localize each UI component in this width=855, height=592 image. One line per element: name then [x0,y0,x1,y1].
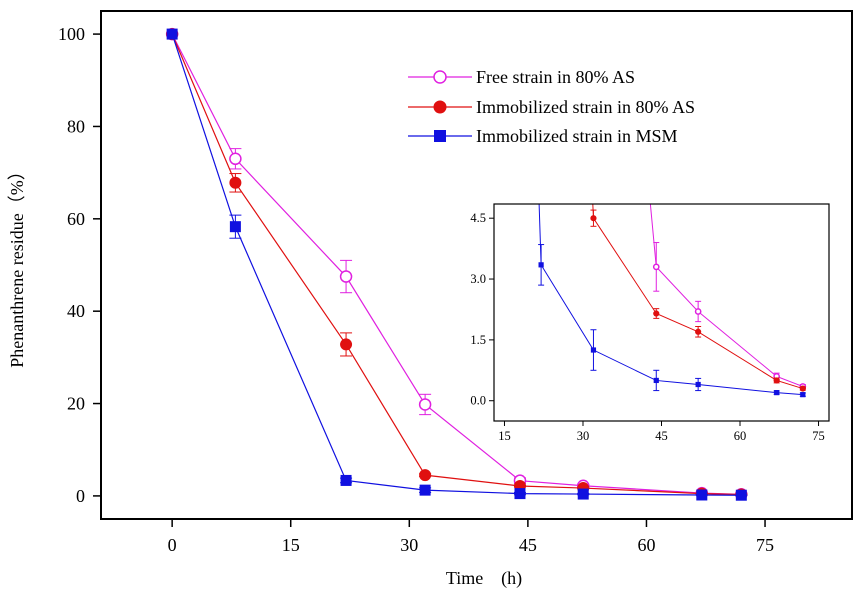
legend: Free strain in 80% AS Immobilized strain… [408,67,695,146]
data-point-square-2-2 [340,474,352,486]
legend-entry-immobilized-msm: Immobilized strain in MSM [408,126,678,146]
main-y-tick-label: 80 [67,116,85,136]
data-point-square-2-7 [735,489,747,501]
legend-marker-open-circle [433,70,447,84]
data-point-open-circle-0-1 [229,152,242,166]
inset-x-tick-label: 15 [498,429,511,443]
main-x-tick-label: 0 [168,535,177,555]
inset-y-tick-label: 4.5 [470,211,486,225]
main-x-tick-label: 75 [756,535,774,555]
data-point-square-2-5 [774,390,780,396]
inset-plot-background [494,204,829,421]
inset-x-tick-label: 75 [812,429,825,443]
main-series-line-2 [171,33,742,496]
inset-y-tick-label: 1.5 [470,333,486,347]
legend-label-immobilized-as: Immobilized strain in 80% AS [476,97,695,117]
main-x-tick-label: 45 [519,535,537,555]
inset-y-tick-label: 3.0 [470,272,486,286]
data-point-square-2-3 [653,377,659,384]
main-x-tick-label: 15 [282,535,300,555]
main-series-2 [166,28,748,501]
data-point-open-circle-0-4 [694,308,702,315]
main-x-tick-label: 30 [400,535,418,555]
data-point-filled-circle-1-6 [799,385,806,392]
main-series-line-0 [171,33,742,495]
main-y-tick-label: 60 [67,209,85,229]
main-y-tick-label: 0 [76,486,85,506]
data-point-square-2-0 [166,28,178,40]
x-axis-title: Time (h) [446,568,522,589]
data-point-filled-circle-1-5 [773,377,780,384]
main-x-tick-label: 60 [637,535,655,555]
main-y-tick-label: 100 [58,24,85,44]
data-point-filled-circle-1-4 [695,328,702,335]
main-plot-frame [100,10,853,520]
data-point-filled-circle-1-3 [419,469,432,482]
inset-x-tick-label: 60 [734,429,747,443]
inset-series-2 [538,204,806,398]
data-point-square-2-1 [229,221,241,233]
inset-y-tick-label: 0.0 [470,394,486,408]
main-y-tick-label: 20 [67,394,85,414]
legend-marker-filled-square [434,130,446,142]
data-point-filled-circle-1-2 [590,215,597,222]
inset-x-tick-label: 45 [655,429,668,443]
data-point-open-circle-0-3 [652,263,660,271]
legend-label-immobilized-msm: Immobilized strain in MSM [476,126,678,146]
main-series-line-1 [171,33,742,496]
legend-entry-immobilized-as: Immobilized strain in 80% AS [408,97,695,117]
inset-x-tick-label: 30 [577,429,590,443]
data-point-square-2-6 [696,489,708,501]
y-axis-title: Phenanthrene residue（%） [7,162,27,367]
inset-series-1 [590,204,806,392]
main-y-tick-label: 40 [67,301,85,321]
data-point-filled-circle-1-3 [653,310,660,317]
legend-marker-filled-circle [433,100,447,114]
data-point-open-circle-0-2 [339,270,353,283]
data-point-square-2-4 [695,381,701,388]
legend-label-free-strain: Free strain in 80% AS [476,67,635,87]
legend-entry-free-strain: Free strain in 80% AS [408,67,635,87]
data-point-square-2-3 [419,484,431,496]
data-point-square-2-5 [577,488,589,500]
data-point-square-2-1 [538,262,544,268]
data-point-square-2-2 [590,347,597,353]
data-point-open-circle-0-3 [418,398,432,411]
data-point-filled-circle-1-1 [229,176,242,189]
data-point-square-2-6 [800,392,806,398]
data-point-filled-circle-1-2 [340,338,353,351]
data-point-square-2-4 [514,488,526,500]
